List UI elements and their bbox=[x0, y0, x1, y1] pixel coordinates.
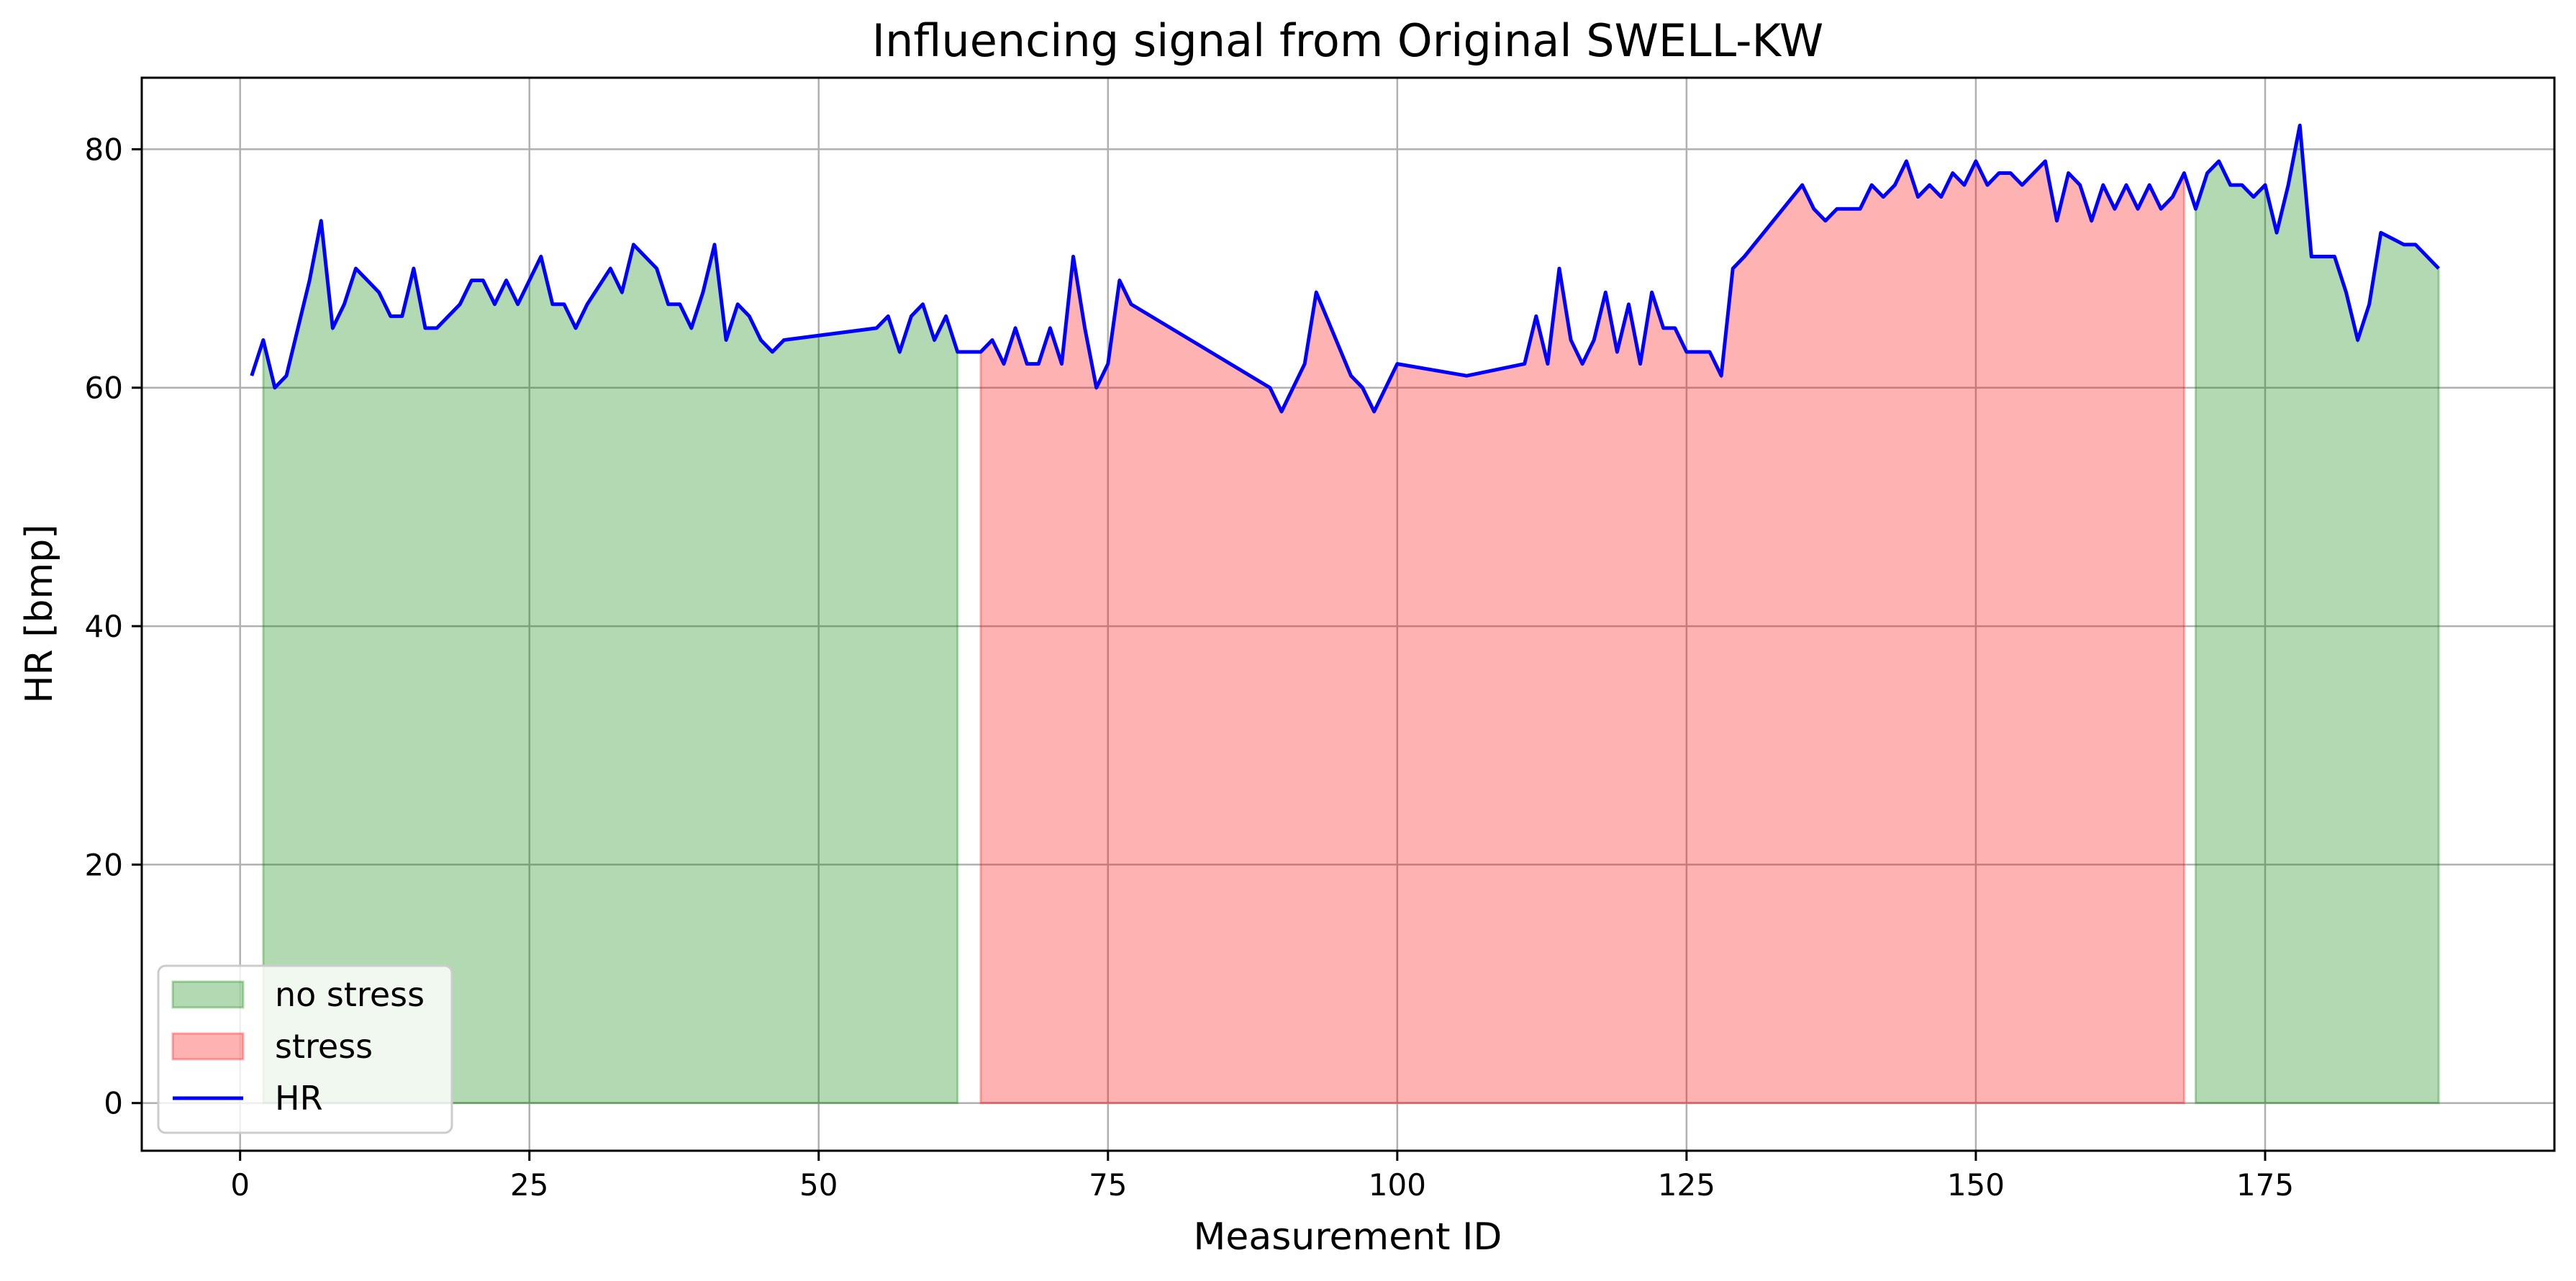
x-tick-label: 125 bbox=[1658, 1167, 1715, 1203]
legend: no stress stress HR bbox=[157, 964, 453, 1134]
y-tick-label: 0 bbox=[104, 1086, 123, 1121]
legend-swatch-no-stress bbox=[171, 980, 245, 1009]
y-axis-label: HR [bmp] bbox=[18, 524, 61, 703]
grid-lines bbox=[142, 78, 2554, 1151]
hr-line bbox=[250, 123, 2440, 414]
y-tick-label: 80 bbox=[85, 132, 123, 167]
axis-ticks: 0 25 50 75 100 125 150 175 0 20 40 60 80 bbox=[85, 132, 2295, 1203]
legend-box bbox=[157, 964, 453, 1134]
x-tick-label: 50 bbox=[799, 1167, 838, 1203]
hr-line-layer bbox=[250, 123, 2440, 414]
x-tick-label: 150 bbox=[1947, 1167, 2005, 1203]
legend-label-hr: HR bbox=[275, 1079, 323, 1118]
x-tick-label: 175 bbox=[2236, 1167, 2294, 1203]
legend-label-no-stress: no stress bbox=[275, 975, 425, 1014]
chart-title: Influencing signal from Original SWELL-K… bbox=[872, 14, 1823, 67]
legend-swatch-stress bbox=[171, 1032, 245, 1061]
y-tick-label: 40 bbox=[85, 609, 123, 644]
no-stress-fill-area bbox=[2194, 125, 2440, 1105]
y-tick-label: 20 bbox=[85, 847, 123, 882]
plot-frame bbox=[140, 76, 2556, 1152]
x-tick-label: 25 bbox=[510, 1167, 548, 1203]
x-tick-label: 100 bbox=[1369, 1167, 1426, 1203]
x-tick-label: 0 bbox=[230, 1167, 250, 1203]
x-tick-label: 75 bbox=[1089, 1167, 1127, 1203]
y-tick-label: 60 bbox=[85, 371, 123, 406]
x-axis-label: Measurement ID bbox=[1194, 1216, 1502, 1259]
legend-label-stress: stress bbox=[275, 1027, 373, 1066]
